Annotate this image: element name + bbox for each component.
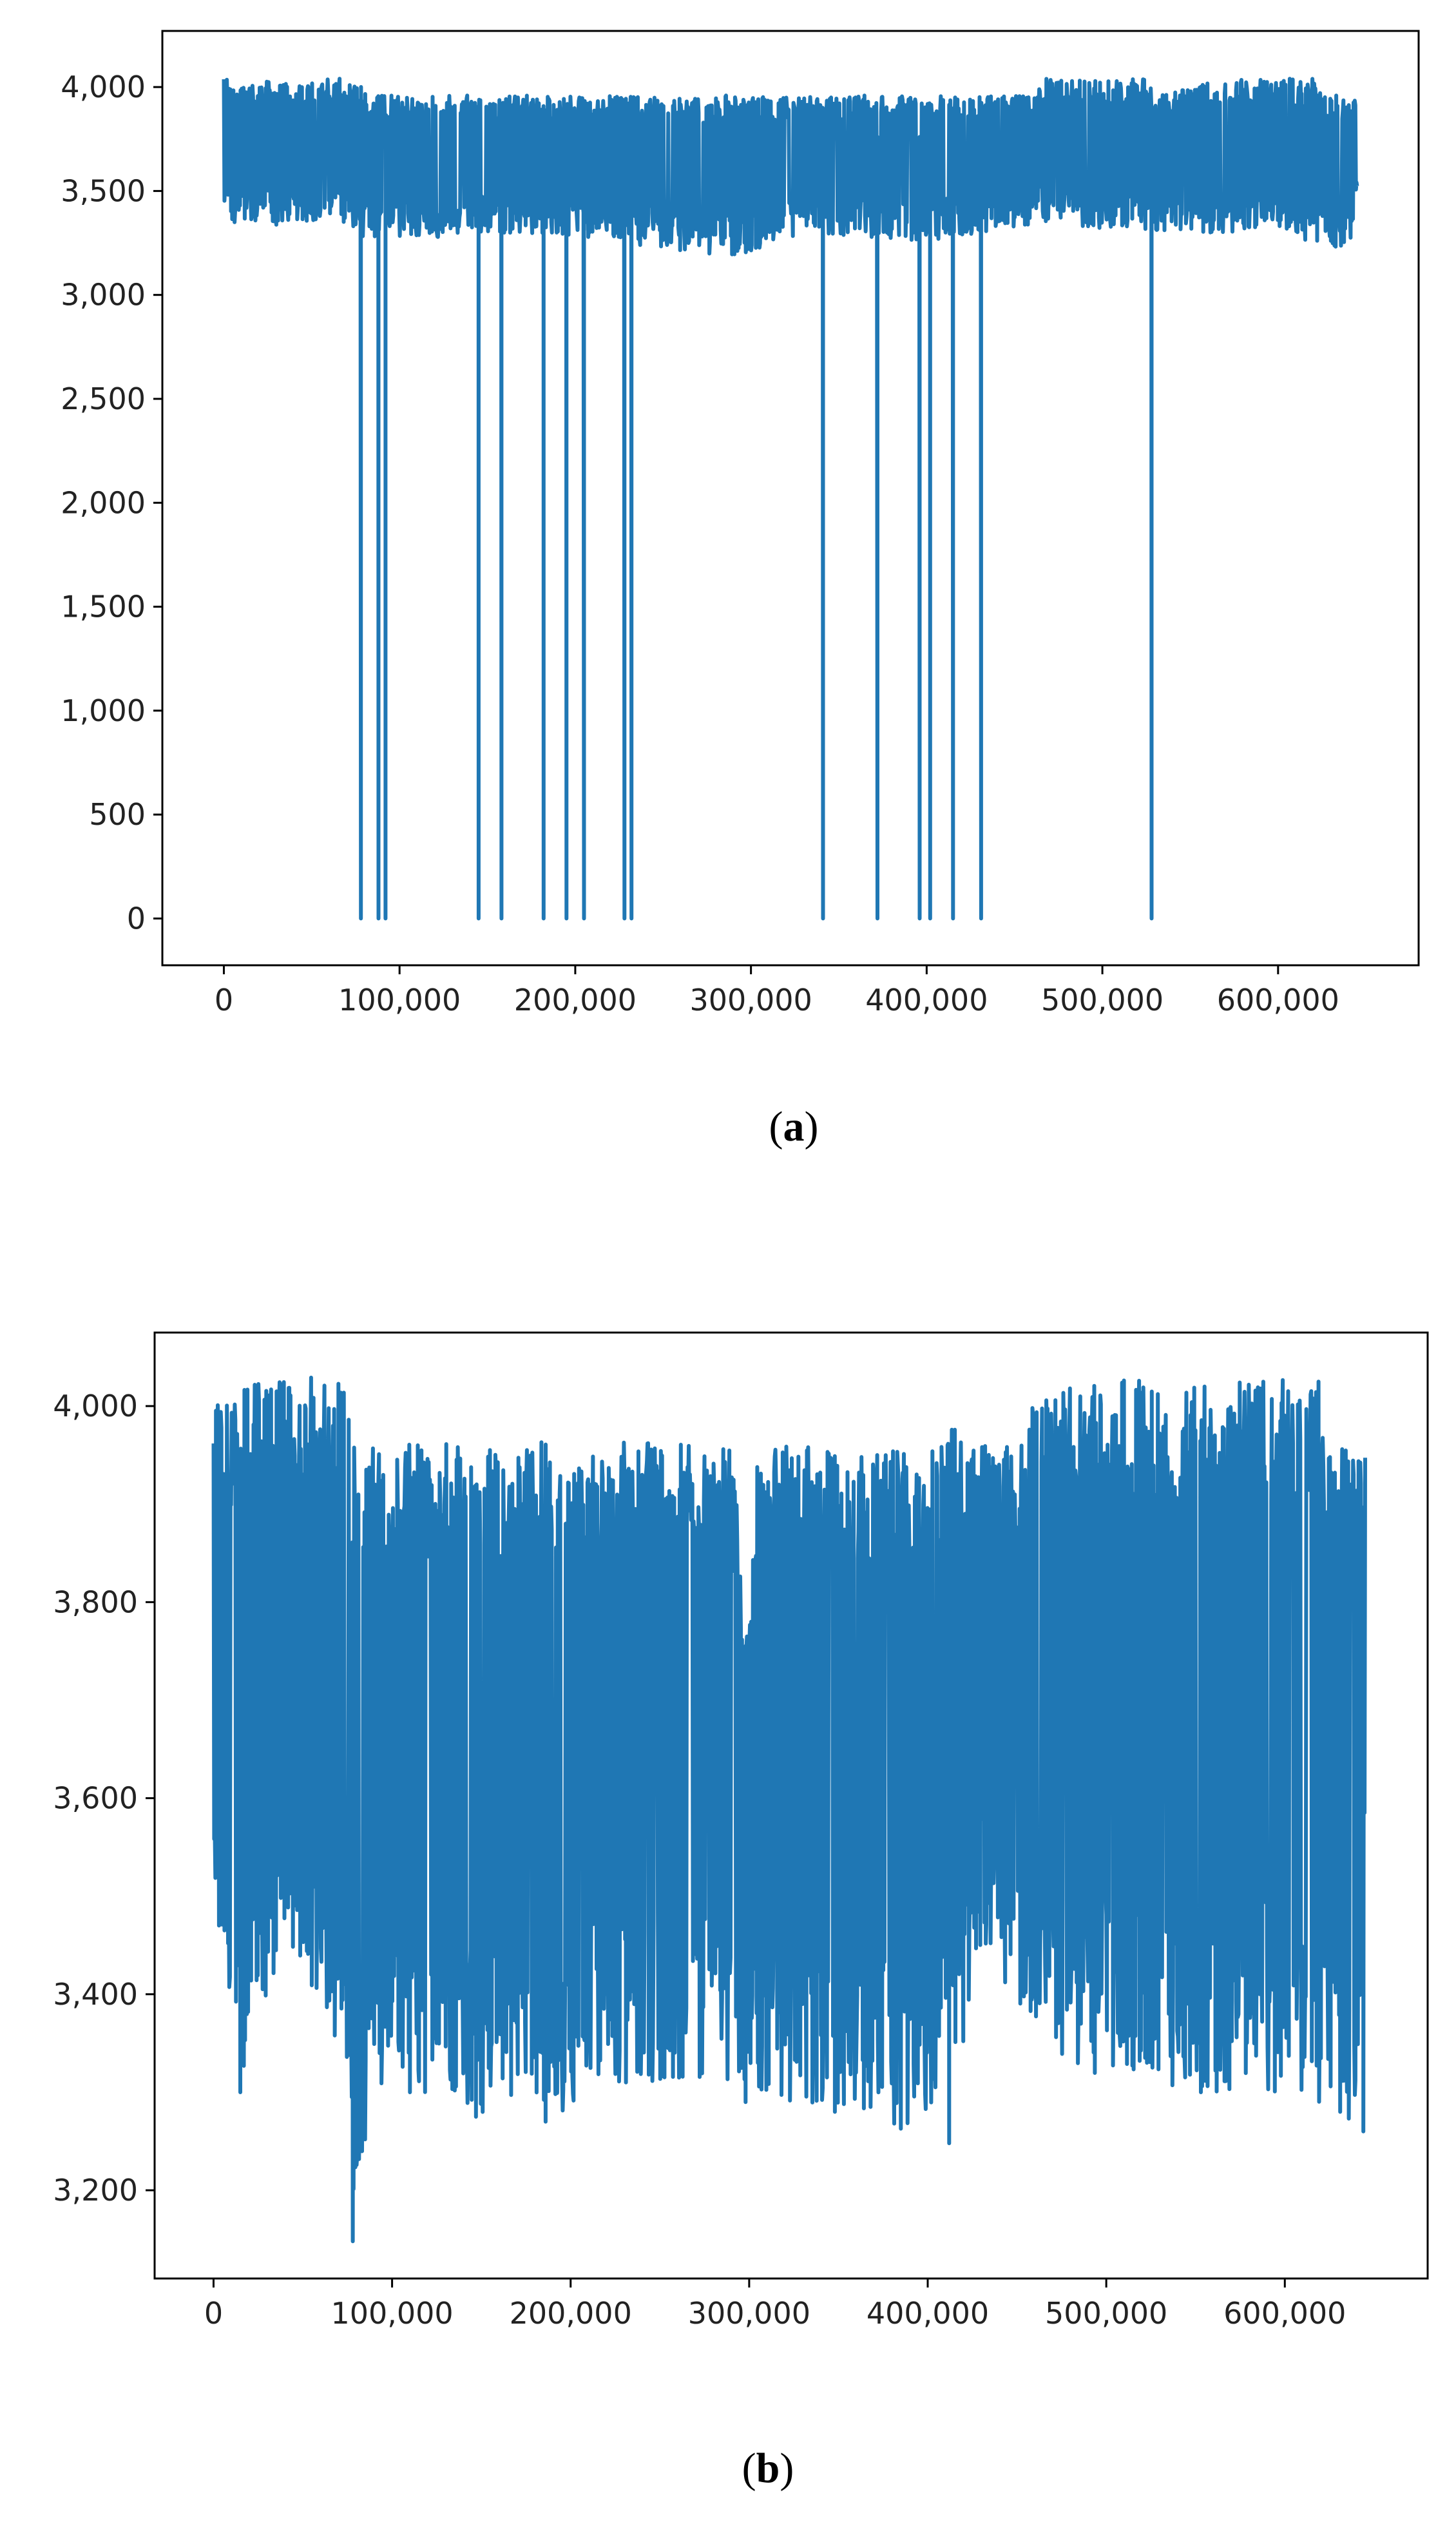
y-tick-label: 4,000 [61,70,146,104]
y-tick-label: 3,000 [61,278,146,313]
chart-a-y-axis: 0 500 1,000 1,500 2,000 2,500 3,000 3,500 4,000 [61,70,162,936]
x-tick-label: 200,000 [510,2296,632,2331]
chart-panel-b: 0 100,000 200,000 300,000 400,000 500,000 600,… [53,1331,1429,2331]
chart-panel-a: 0 100,000 200,000 300,000 400,000 500,000 600,… [61,30,1420,1017]
caption-b: (b) [742,2445,794,2492]
chart-b-plot-frame [153,1331,1429,2280]
y-tick-label: 2,500 [61,381,146,416]
x-tick-label: 300,000 [690,983,812,1017]
y-tick-label: 2,000 [61,485,146,520]
x-tick-label: 0 [215,983,233,1017]
x-tick-label: 0 [204,2296,223,2331]
y-tick-label: 1,500 [61,590,146,624]
x-tick-label: 500,000 [1041,983,1164,1017]
chart-b-y-axis: 3,200 3,400 3,600 3,800 4,000 [53,1389,155,2208]
y-tick-label: 3,500 [61,173,146,208]
x-tick-label: 100,000 [330,2296,453,2331]
x-tick-label: 200,000 [514,983,637,1017]
x-tick-label: 600,000 [1223,2296,1346,2331]
chart-a-plot-frame [161,30,1420,967]
x-tick-label: 400,000 [867,2296,989,2331]
y-tick-label: 4,000 [53,1389,138,1423]
x-tick-label: 500,000 [1045,2296,1167,2331]
y-tick-label: 3,200 [53,2173,138,2208]
chart-a-series-line [222,77,1359,921]
chart-b-series-line [211,1375,1367,2244]
y-tick-label: 3,800 [53,1585,138,1619]
y-tick-label: 3,400 [53,1977,138,2012]
x-tick-label: 400,000 [865,983,988,1017]
x-tick-label: 600,000 [1217,983,1339,1017]
y-tick-label: 0 [127,901,146,936]
y-tick-label: 3,600 [53,1781,138,1816]
x-tick-label: 300,000 [688,2296,810,2331]
y-tick-label: 500 [89,797,146,832]
chart-b-x-axis: 0 100,000 200,000 300,000 400,000 500,000 600,… [204,2278,1346,2331]
chart-a-x-axis: 0 100,000 200,000 300,000 400,000 500,000 600,… [215,965,1339,1017]
x-tick-label: 100,000 [338,983,461,1017]
caption-a: (a) [769,1103,819,1150]
y-tick-label: 1,000 [61,693,146,728]
